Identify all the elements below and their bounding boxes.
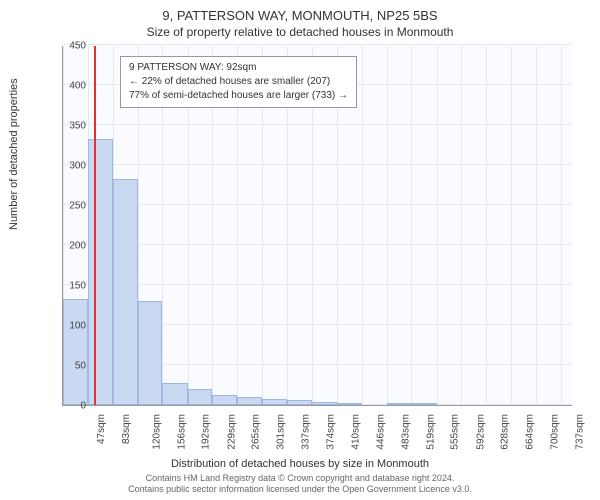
grid-line-h (63, 124, 572, 125)
histogram-bar (138, 301, 163, 405)
grid-line-h (63, 164, 572, 165)
grid-line-v (511, 46, 512, 405)
histogram-bar (312, 402, 337, 405)
x-tick-label: 301sqm (276, 414, 287, 450)
grid-line-h (63, 44, 572, 45)
reference-line (94, 46, 96, 405)
y-tick-label: 400 (46, 81, 86, 92)
x-tick-label: 156sqm (176, 414, 187, 450)
histogram-bar (237, 397, 262, 405)
histogram-bar (63, 299, 88, 405)
page-subtitle: Size of property relative to detached ho… (0, 23, 600, 39)
grid-line-v (362, 46, 363, 405)
y-tick-label: 50 (46, 361, 86, 372)
x-tick-label: 410sqm (350, 414, 361, 450)
histogram-bar (387, 403, 412, 405)
x-tick-label: 483sqm (400, 414, 411, 450)
grid-line-h (63, 284, 572, 285)
x-tick-label: 192sqm (201, 414, 212, 450)
grid-line-h (63, 204, 572, 205)
histogram-bar (188, 389, 213, 405)
y-tick-label: 350 (46, 121, 86, 132)
footer: Contains HM Land Registry data © Crown c… (0, 473, 600, 496)
annot-line-2: ← 22% of detached houses are smaller (20… (129, 75, 348, 89)
grid-line-v (461, 46, 462, 405)
histogram-bar (212, 395, 237, 405)
grid-line-h (63, 244, 572, 245)
annot-line-1: 9 PATTERSON WAY: 92sqm (129, 61, 348, 75)
y-tick-label: 300 (46, 161, 86, 172)
x-tick-label: 737sqm (575, 414, 586, 450)
footer-line-2: Contains public sector information licen… (0, 484, 600, 496)
x-tick-label: 47sqm (96, 414, 107, 444)
x-tick-label: 337sqm (300, 414, 311, 450)
y-axis-label: Number of detached properties (8, 78, 20, 230)
y-tick-label: 100 (46, 321, 86, 332)
annotation-box: 9 PATTERSON WAY: 92sqm ← 22% of detached… (120, 56, 357, 108)
x-tick-label: 446sqm (375, 414, 386, 450)
y-tick-label: 250 (46, 201, 86, 212)
x-tick-label: 519sqm (425, 414, 436, 450)
footer-line-1: Contains HM Land Registry data © Crown c… (0, 473, 600, 485)
y-tick-label: 150 (46, 281, 86, 292)
grid-line-v (536, 46, 537, 405)
x-tick-label: 83sqm (121, 414, 132, 444)
histogram-bar (411, 403, 436, 405)
page-title: 9, PATTERSON WAY, MONMOUTH, NP25 5BS (0, 0, 600, 23)
grid-line-v (387, 46, 388, 405)
histogram-bar (262, 399, 287, 405)
histogram-bar (113, 179, 138, 405)
x-tick-label: 265sqm (251, 414, 262, 450)
annot-line-3: 77% of semi-detached houses are larger (… (129, 89, 348, 103)
x-tick-label: 229sqm (226, 414, 237, 450)
x-tick-label: 628sqm (500, 414, 511, 450)
x-tick-label: 555sqm (450, 414, 461, 450)
x-tick-label: 120sqm (152, 414, 163, 450)
x-tick-label: 700sqm (549, 414, 560, 450)
x-axis-label: Distribution of detached houses by size … (0, 458, 600, 470)
x-tick-label: 664sqm (525, 414, 536, 450)
x-tick-label: 592sqm (475, 414, 486, 450)
histogram-bar (337, 403, 362, 405)
x-tick-label: 374sqm (326, 414, 337, 450)
y-tick-label: 0 (46, 401, 86, 412)
grid-line-v (411, 46, 412, 405)
grid-line-v (437, 46, 438, 405)
histogram-bar (88, 139, 113, 405)
grid-line-v (486, 46, 487, 405)
y-tick-label: 450 (46, 41, 86, 52)
y-tick-label: 200 (46, 241, 86, 252)
grid-line-v (561, 46, 562, 405)
histogram-bar (287, 400, 312, 405)
histogram-bar (162, 383, 187, 405)
